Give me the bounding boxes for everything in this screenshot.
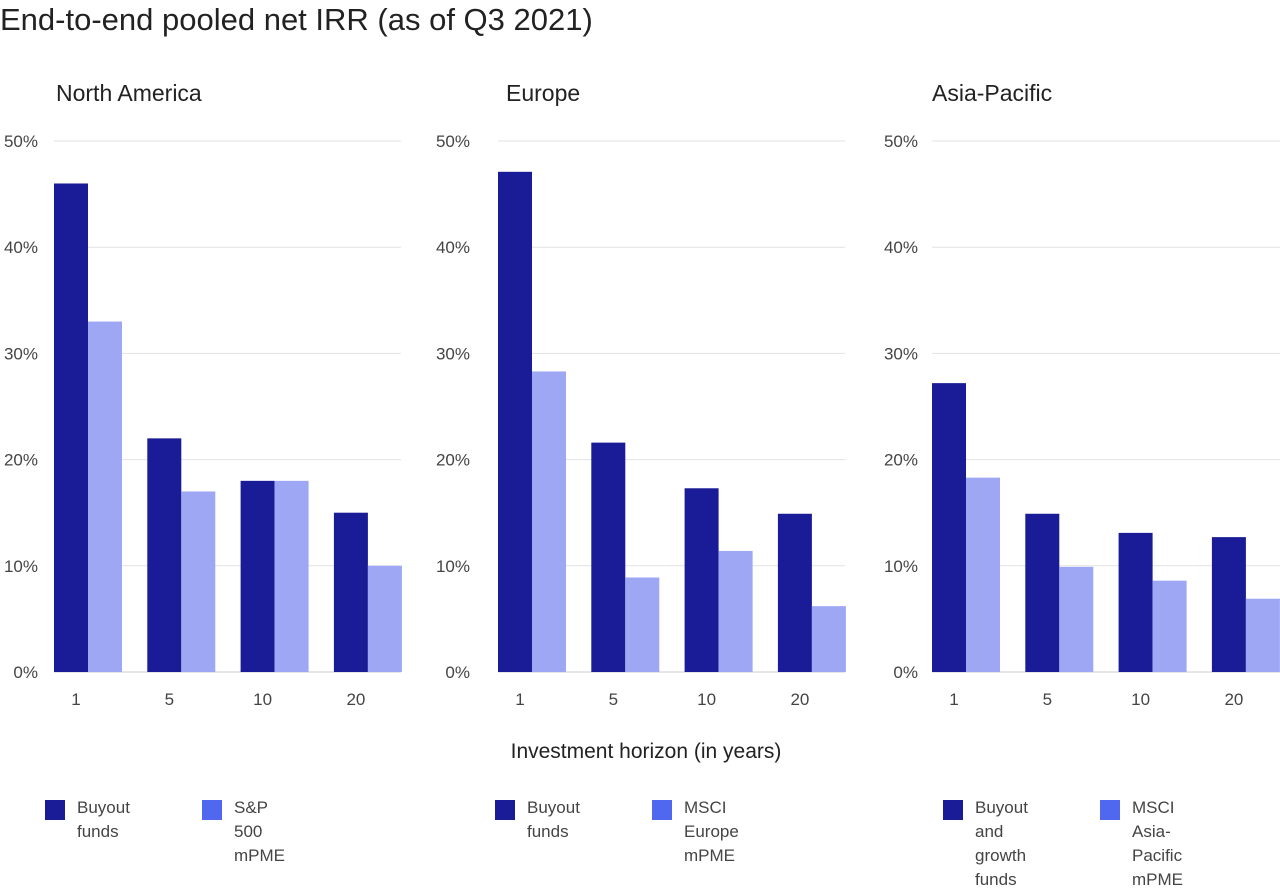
y-tick-label: 30% (436, 344, 470, 363)
y-tick-label: 50% (884, 132, 918, 151)
bar-ap-buyout-5 (1025, 513, 1060, 672)
bar-na-benchmark-5 (181, 491, 216, 672)
panel-title-na: North America (56, 80, 202, 106)
x-tick-label: 1 (949, 690, 958, 709)
y-tick-label: 30% (4, 344, 38, 363)
panel-title-ap: Asia-Pacific (932, 80, 1052, 106)
legend-label: MSCI Asia-Pacific mPME (1132, 798, 1183, 889)
y-tick-label: 10% (436, 557, 470, 576)
x-tick-label: 20 (790, 690, 809, 709)
x-tick-label: 5 (609, 690, 618, 709)
chart-canvas: Investment horizon (in years) North Amer… (4, 80, 1280, 763)
legend-swatch (202, 800, 222, 820)
bar-ap-benchmark-1 (966, 477, 1000, 672)
bar-eu-buyout-5 (591, 442, 626, 672)
legend-swatch (45, 800, 65, 820)
y-tick-label: 50% (436, 132, 470, 151)
bar-eu-buyout-10 (684, 488, 719, 672)
x-tick-label: 1 (515, 690, 524, 709)
legend-swatch (652, 800, 672, 820)
chart-title: End-to-end pooled net IRR (as of Q3 2021… (0, 2, 593, 37)
y-tick-label: 0% (445, 663, 470, 682)
x-tick-label: 5 (1043, 690, 1052, 709)
x-tick-label: 10 (253, 690, 272, 709)
y-tick-label: 10% (884, 557, 918, 576)
legend-label: Buyout and growth funds (975, 798, 1028, 889)
bar-eu-benchmark-5 (625, 577, 660, 672)
legend-swatch (1100, 800, 1120, 820)
x-tick-label: 10 (1131, 690, 1150, 709)
y-tick-label: 20% (436, 451, 470, 470)
x-tick-label: 10 (697, 690, 716, 709)
y-tick-label: 10% (4, 557, 38, 576)
y-tick-label: 0% (13, 663, 38, 682)
legend-swatch (495, 800, 515, 820)
legend-label: Buyout funds (77, 798, 130, 841)
y-tick-label: 40% (4, 238, 38, 257)
bar-eu-buyout-1 (498, 171, 532, 672)
bar-ap-buyout-10 (1118, 532, 1153, 672)
x-tick-label: 5 (165, 690, 174, 709)
bar-na-buyout-10 (240, 480, 275, 672)
bar-na-buyout-20 (333, 512, 368, 672)
bar-ap-buyout-1 (932, 383, 966, 672)
y-tick-label: 50% (4, 132, 38, 151)
y-tick-label: 0% (893, 663, 918, 682)
bar-eu-benchmark-20 (811, 606, 846, 672)
y-tick-label: 30% (884, 344, 918, 363)
bar-ap-benchmark-20 (1245, 598, 1280, 672)
bar-ap-buyout-20 (1211, 537, 1246, 672)
bar-na-benchmark-1 (88, 321, 122, 672)
y-tick-label: 20% (4, 451, 38, 470)
y-tick-label: 20% (884, 451, 918, 470)
legend-label: MSCI Europe mPME (684, 798, 739, 865)
x-tick-label: 1 (71, 690, 80, 709)
y-tick-label: 40% (436, 238, 470, 257)
bar-ap-benchmark-5 (1059, 566, 1094, 672)
bar-na-buyout-1 (54, 183, 88, 673)
y-tick-label: 40% (884, 238, 918, 257)
bar-eu-benchmark-10 (718, 550, 753, 672)
legend-label: Buyout funds (527, 798, 580, 841)
panel-title-eu: Europe (506, 80, 580, 106)
bar-eu-buyout-20 (777, 513, 812, 672)
x-tick-label: 20 (346, 690, 365, 709)
bar-ap-benchmark-10 (1152, 580, 1187, 672)
legend-swatch (943, 800, 963, 820)
bar-na-benchmark-20 (367, 565, 402, 672)
bar-na-benchmark-10 (274, 480, 309, 672)
x-tick-label: 20 (1224, 690, 1243, 709)
bar-eu-benchmark-1 (532, 371, 566, 672)
x-axis-label: Investment horizon (in years) (511, 740, 782, 763)
bar-na-buyout-5 (147, 438, 182, 672)
legend-label: S&P 500 mPME (234, 798, 285, 865)
